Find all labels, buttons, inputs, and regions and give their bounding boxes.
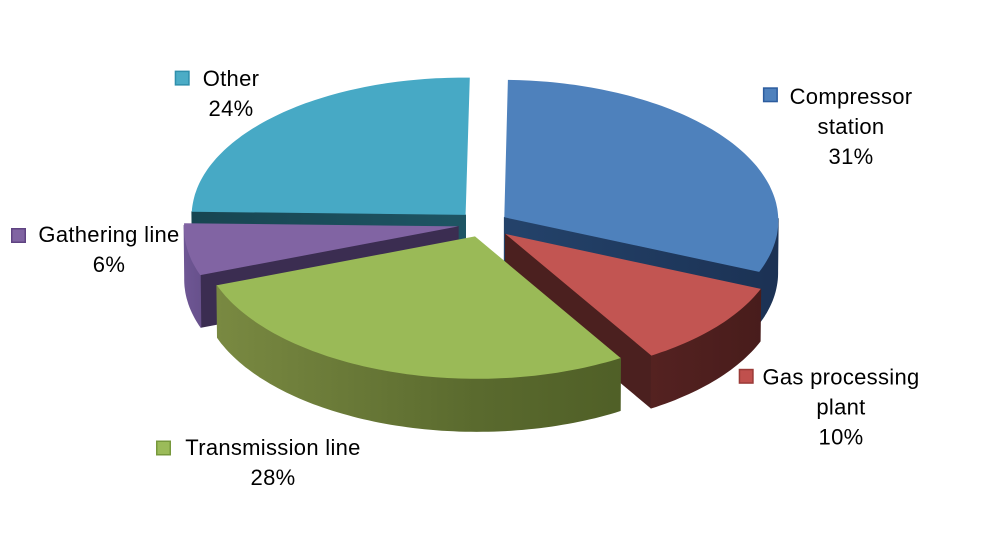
svg-text:6%: 6% xyxy=(93,252,125,277)
svg-text:Gathering line: Gathering line xyxy=(38,222,179,247)
svg-text:31%: 31% xyxy=(829,144,874,169)
svg-text:Transmission line: Transmission line xyxy=(185,435,360,460)
svg-text:Compressor: Compressor xyxy=(790,84,913,109)
svg-text:Other: Other xyxy=(203,66,260,91)
svg-text:station: station xyxy=(818,114,885,139)
svg-text:24%: 24% xyxy=(209,96,254,121)
svg-text:10%: 10% xyxy=(819,425,864,450)
svg-text:Gas processing: Gas processing xyxy=(762,365,919,390)
svg-text:28%: 28% xyxy=(251,465,296,490)
svg-text:plant: plant xyxy=(816,395,865,420)
